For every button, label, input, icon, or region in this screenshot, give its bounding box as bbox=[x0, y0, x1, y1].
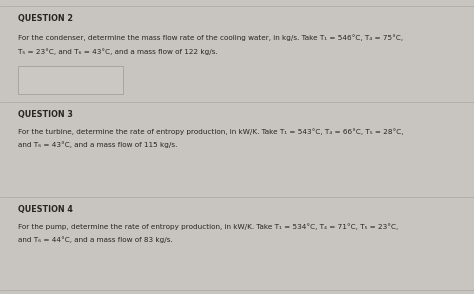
Text: QUESTION 4: QUESTION 4 bbox=[18, 205, 73, 214]
Text: and T₆ = 44°C, and a mass flow of 83 kg/s.: and T₆ = 44°C, and a mass flow of 83 kg/… bbox=[18, 236, 173, 243]
Text: For the turbine, determine the rate of entropy production, in kW/K. Take T₁ = 54: For the turbine, determine the rate of e… bbox=[18, 128, 403, 135]
Text: For the pump, determine the rate of entropy production, in kW/K. Take T₁ = 534°C: For the pump, determine the rate of entr… bbox=[18, 223, 398, 230]
Text: and T₆ = 43°C, and a mass flow of 115 kg/s.: and T₆ = 43°C, and a mass flow of 115 kg… bbox=[18, 141, 177, 148]
Text: T₅ = 23°C, and T₆ = 43°C, and a mass flow of 122 kg/s.: T₅ = 23°C, and T₆ = 43°C, and a mass flo… bbox=[18, 48, 218, 55]
Bar bbox=[18, 66, 123, 94]
Text: QUESTION 3: QUESTION 3 bbox=[18, 110, 73, 119]
Text: For the condenser, determine the mass flow rate of the cooling water, in kg/s. T: For the condenser, determine the mass fl… bbox=[18, 34, 403, 41]
Text: QUESTION 2: QUESTION 2 bbox=[18, 14, 73, 23]
